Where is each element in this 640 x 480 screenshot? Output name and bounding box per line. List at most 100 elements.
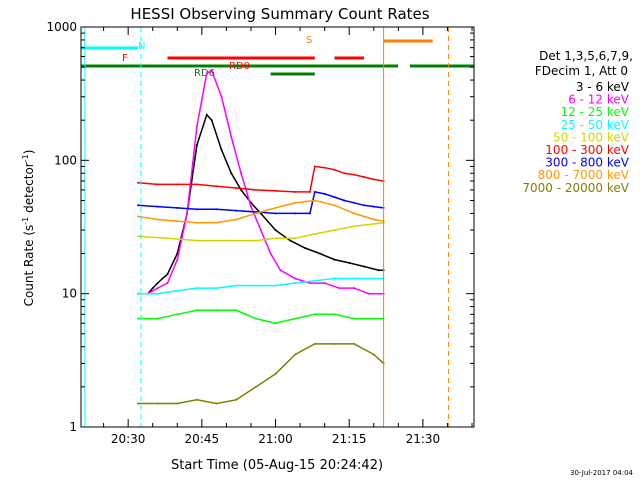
data-point [176,289,179,292]
data-point [254,239,257,242]
data-point [156,317,159,320]
data-point [377,269,380,272]
data-point [353,212,356,215]
x-axis-label: Start Time (05-Aug-15 20:24:42) [171,458,383,473]
data-point [250,205,252,208]
data-point [353,342,356,345]
data-point [235,187,238,189]
data-point [274,284,277,287]
data-point [225,239,228,242]
data-point [363,215,365,218]
data-point [156,205,159,208]
data-point [308,190,311,193]
data-point [137,292,139,295]
series-line [138,343,385,405]
data-point [353,277,356,280]
data-point [235,209,238,212]
series-4 [137,221,385,242]
data-point [176,402,179,405]
series-6 [137,190,385,215]
data-point [176,206,179,209]
data-point [215,208,218,211]
y-axis-label: Count Rate (s-1 detector-1) [21,150,36,307]
data-point [304,247,306,249]
plot-frame [80,26,475,428]
data-point [308,212,311,215]
data-point [151,287,154,290]
flag-label-s: S [306,35,312,46]
legend-item-7: 800 - 7000 keV [538,168,630,182]
data-point [156,402,159,405]
data-point [274,372,277,375]
legend-item-5: 100 - 300 keV [545,143,629,157]
data-point [230,135,233,138]
series-1 [137,69,385,295]
data-point [308,282,311,285]
data-point [205,72,208,75]
data-point [230,172,233,175]
data-point [195,144,198,147]
data-point [235,309,238,312]
axes: 20:30 20:45 21:00 21:15 21:30 1 10 100 1000 [46,20,475,446]
data-point [137,215,139,218]
data-point [348,261,351,264]
x-tick-label: 21:00 [258,432,293,446]
data-point [269,252,272,255]
data-point [235,284,238,287]
timestamp: 30-Jul-2017 04:04 [570,469,634,477]
series-5 [137,165,385,193]
data-point [156,287,159,290]
data-point [294,317,297,320]
data-point [186,212,189,215]
data-point [353,317,356,320]
data-point [333,277,336,280]
y-tick-label: 1 [69,420,77,434]
data-point [166,273,169,276]
data-point [323,282,326,285]
x-tick-label: 21:30 [406,432,441,446]
data-point [195,309,198,312]
data-point [137,402,139,405]
data-point [333,168,336,171]
legend-header-line2: FDecim 1, Att 0 [535,64,628,78]
data-point [274,237,277,240]
series-3 [137,277,385,295]
data-point [176,220,179,223]
data-point [235,218,238,221]
data-point [195,221,198,224]
data-point [156,218,159,221]
data-point [274,322,277,325]
data-point [195,125,198,128]
data-point [294,201,297,204]
data-point [343,199,346,202]
data-point [220,95,223,98]
x-tick-label: 21:15 [332,432,367,446]
data-point [156,282,159,285]
data-point [156,292,159,295]
data-point [254,188,257,191]
data-point [254,284,257,287]
data-point [235,398,238,401]
y-tick-label: 1000 [46,20,77,34]
data-point [318,252,321,255]
data-point [137,317,139,320]
data-point [294,353,297,356]
data-point [333,229,336,232]
data-point [294,212,297,215]
data-point [205,113,208,116]
data-point [353,287,356,290]
data-point [274,206,277,209]
data-point [353,225,356,228]
data-point [333,196,336,199]
data-point [343,172,346,175]
data-point [323,166,326,169]
legend: Det 1,3,5,6,7,9, FDecim 1, Att 0 3 - 6 k… [522,49,633,195]
flag-label-n: N [138,41,145,52]
legend-item-6: 300 - 800 keV [545,156,629,170]
vertical-markers [84,27,449,427]
data-point [176,313,179,316]
data-point [220,148,223,151]
flag-label-rd0: RD0 [229,61,250,72]
y-tick-label: 100 [54,153,77,167]
